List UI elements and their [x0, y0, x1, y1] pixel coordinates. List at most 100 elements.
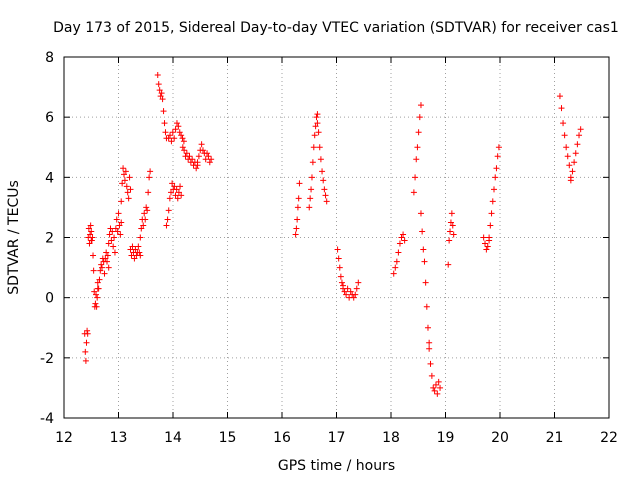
data-point: [343, 291, 350, 298]
data-point: [392, 264, 399, 271]
y-tick-label: -4: [40, 411, 54, 427]
data-point: [350, 294, 357, 301]
data-point: [321, 186, 328, 193]
x-tick-label: 21: [546, 430, 564, 446]
data-point: [177, 183, 184, 190]
data-point: [166, 195, 173, 202]
y-tick-label: 0: [45, 291, 54, 307]
data-point: [571, 159, 578, 166]
data-point: [572, 150, 579, 157]
data-point: [449, 222, 456, 229]
data-point: [412, 174, 419, 181]
data-point: [160, 108, 167, 115]
data-point: [313, 114, 320, 121]
data-point: [91, 288, 98, 295]
data-point: [396, 240, 403, 247]
data-point: [112, 225, 119, 232]
data-point: [82, 357, 89, 364]
data-point: [206, 159, 213, 166]
data-point: [137, 252, 144, 259]
data-point: [118, 219, 125, 226]
data-point: [129, 243, 136, 250]
data-point: [323, 198, 330, 205]
data-point: [121, 171, 128, 178]
data-point: [390, 270, 397, 277]
x-tick-label: 20: [491, 430, 509, 446]
data-point: [337, 273, 344, 280]
data-point: [410, 189, 417, 196]
data-point: [120, 165, 127, 172]
data-point: [93, 291, 100, 298]
x-tick-label: 15: [219, 430, 237, 446]
data-point: [308, 174, 315, 181]
data-point: [83, 339, 90, 346]
data-point: [194, 159, 201, 166]
data-point: [448, 210, 455, 217]
data-point: [341, 288, 348, 295]
data-point: [132, 246, 139, 253]
data-point: [173, 120, 180, 127]
data-point: [135, 243, 142, 250]
x-tick-label: 18: [382, 430, 400, 446]
data-point: [335, 255, 342, 262]
data-point: [567, 177, 574, 184]
data-point: [106, 231, 113, 238]
data-point: [487, 222, 494, 229]
data-point: [94, 294, 101, 301]
data-point: [137, 234, 144, 241]
data-point: [125, 195, 132, 202]
x-tick-label: 19: [437, 430, 455, 446]
data-point: [115, 210, 122, 217]
data-point: [172, 126, 179, 133]
data-point: [393, 258, 400, 265]
y-tick-label: -2: [40, 351, 54, 367]
data-point: [161, 120, 168, 127]
data-point: [295, 195, 302, 202]
data-point: [146, 174, 153, 181]
data-point: [292, 231, 299, 238]
data-point: [119, 180, 126, 187]
data-point: [446, 237, 453, 244]
y-tick-label: 2: [45, 231, 54, 247]
data-point: [486, 234, 493, 241]
data-point: [400, 231, 407, 238]
data-point: [293, 225, 300, 232]
data-point: [347, 288, 354, 295]
data-point: [92, 300, 99, 307]
data-point: [118, 198, 125, 205]
data-point: [492, 174, 499, 181]
data-point: [178, 192, 185, 199]
data-point: [123, 183, 130, 190]
data-point: [483, 246, 490, 253]
data-point: [204, 150, 211, 157]
data-point: [121, 177, 128, 184]
data-point: [338, 279, 345, 286]
y-tick-label: 6: [45, 110, 54, 126]
data-point: [147, 168, 154, 175]
data-point: [482, 240, 489, 247]
data-point: [98, 264, 105, 271]
x-tick-label: 22: [600, 430, 618, 446]
data-point: [437, 384, 444, 391]
data-point: [419, 228, 426, 235]
data-point: [178, 132, 185, 139]
data-point: [316, 144, 323, 151]
data-point: [424, 324, 431, 331]
data-point: [97, 267, 104, 274]
data-point: [296, 180, 303, 187]
data-point: [435, 378, 442, 385]
data-point: [171, 135, 178, 142]
data-point: [183, 150, 190, 157]
data-point: [167, 132, 174, 139]
data-point: [175, 123, 182, 130]
data-point: [90, 267, 97, 274]
data-point: [96, 276, 103, 283]
data-point: [561, 132, 568, 139]
data-points: [81, 72, 584, 397]
data-point: [310, 144, 317, 151]
data-point: [98, 261, 105, 268]
data-point: [309, 159, 316, 166]
data-point: [427, 360, 434, 367]
data-point: [163, 222, 170, 229]
